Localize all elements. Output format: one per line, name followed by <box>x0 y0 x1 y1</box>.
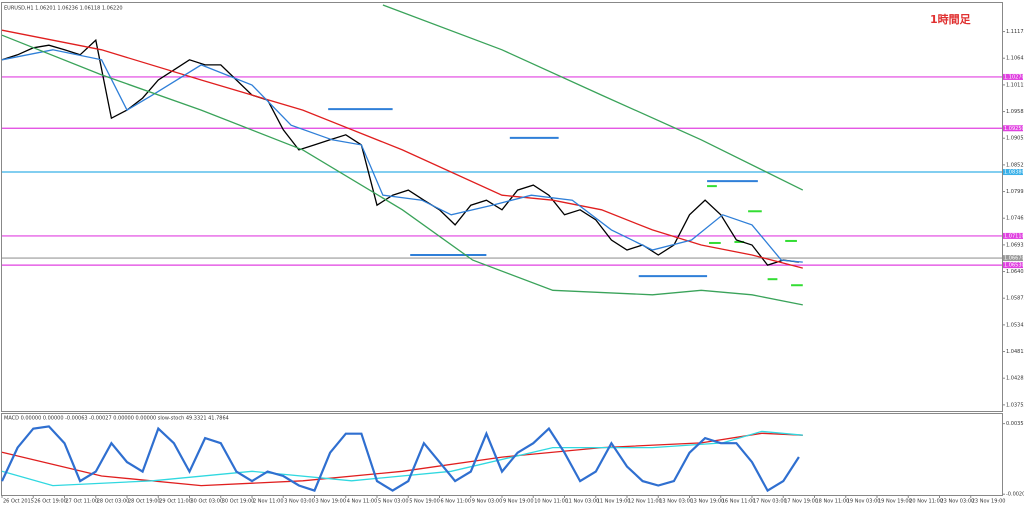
y-tick-label: 1.09052 <box>1006 136 1024 142</box>
series-line <box>1 49 803 263</box>
x-tick-label: 16 Nov 11:00 <box>722 499 756 505</box>
x-tick-label: 23 Nov 19:00 <box>972 499 1006 505</box>
chart-title: EURUSD,H1 1.06201 1.06236 1.06118 1.0622… <box>4 6 123 12</box>
level-label: 1.08380 <box>1004 170 1024 176</box>
x-tick-label: 3 Nov 03:00 <box>284 499 315 505</box>
x-tick-label: 4 Nov 11:00 <box>347 499 378 505</box>
x-tick-label: 13 Nov 03:00 <box>659 499 693 505</box>
y-tick-label: -0.002038 <box>1006 492 1024 498</box>
x-tick-label: 29 Oct 11:00 <box>159 499 192 505</box>
x-tick-label: 5 Nov 19:00 <box>409 499 440 505</box>
y-tick-label: 1.10642 <box>1006 56 1024 62</box>
x-tick-label: 30 Oct 03:00 <box>191 499 224 505</box>
y-tick-label: 1.08522 <box>1006 162 1024 168</box>
x-tick-label: 19 Nov 03:00 <box>847 499 881 505</box>
y-tick-label: 1.06932 <box>1006 242 1024 248</box>
level-tag <box>1003 255 1023 262</box>
x-tick-label: 11 Nov 03:00 <box>566 499 600 505</box>
x-tick-label: 3 Nov 19:00 <box>316 499 347 505</box>
y-tick-label: 1.06402 <box>1006 269 1024 275</box>
series-line <box>1 38 799 266</box>
x-tick-label: 26 Oct 19:00 <box>34 499 67 505</box>
y-tick-label: 1.05872 <box>1006 296 1024 302</box>
x-tick-label: 18 Nov 11:00 <box>816 499 850 505</box>
x-tick-label: 13 Nov 19:00 <box>691 499 725 505</box>
level-label: 1.10270 <box>1004 74 1024 80</box>
x-tick-label: 26 Oct 2015 <box>3 499 34 505</box>
x-tick-label: 5 Nov 03:00 <box>378 499 409 505</box>
y-tick-label: 1.03752 <box>1006 402 1024 408</box>
level-tag <box>1003 262 1023 269</box>
y-tick-label: 0.003570 <box>1006 421 1024 427</box>
x-tick-label: 30 Oct 19:00 <box>222 499 255 505</box>
y-tick-label: 1.04812 <box>1006 349 1024 355</box>
x-tick-label: 19 Nov 19:00 <box>878 499 912 505</box>
x-tick-label: 17 Nov 03:00 <box>753 499 787 505</box>
level-tag <box>1003 232 1023 239</box>
x-tick-label: 2 Nov 11:00 <box>253 499 284 505</box>
x-tick-label: 20 Nov 11:00 <box>909 499 943 505</box>
x-tick-label: 9 Nov 03:00 <box>472 499 503 505</box>
series-line <box>1 430 803 487</box>
y-tick-label: 1.05342 <box>1006 322 1024 328</box>
x-tick-label: 27 Oct 11:00 <box>66 499 99 505</box>
x-tick-label: 10 Nov 11:00 <box>534 499 568 505</box>
level-tag <box>1003 125 1023 132</box>
y-tick-label: 1.10112 <box>1006 82 1024 88</box>
price-panel <box>1 2 1003 412</box>
oscillator-line <box>1 425 800 493</box>
y-tick-label: 1.11172 <box>1006 29 1024 35</box>
x-tick-label: 9 Nov 19:00 <box>503 499 534 505</box>
level-label: 1.06530 <box>1004 263 1024 269</box>
indicator-title: MACD 0.00000 0.00000 -0.00063 -0.00027 0… <box>4 416 229 422</box>
x-tick-label: 23 Nov 03:00 <box>941 499 975 505</box>
x-tick-label: 28 Oct 19:00 <box>128 499 161 505</box>
level-label: 1.06670 <box>1004 256 1024 262</box>
level-label: 1.09250 <box>1004 126 1024 132</box>
y-tick-label: 1.09582 <box>1006 109 1024 115</box>
level-tag <box>1003 73 1023 80</box>
x-tick-label: 28 Oct 03:00 <box>97 499 130 505</box>
level-tag <box>1003 169 1023 176</box>
series-line <box>1 34 803 306</box>
timeframe-label: 1時間足 <box>930 12 972 26</box>
y-tick-label: 1.04282 <box>1006 376 1024 382</box>
y-tick-label: 1.07992 <box>1006 189 1024 195</box>
level-label: 1.07110 <box>1004 233 1024 239</box>
x-tick-label: 12 Nov 11:00 <box>628 499 662 505</box>
x-tick-label: 17 Nov 19:00 <box>784 499 818 505</box>
x-tick-label: 6 Nov 11:00 <box>441 499 472 505</box>
x-tick-label: 11 Nov 19:00 <box>597 499 631 505</box>
series-line <box>382 4 804 191</box>
y-tick-label: 1.07462 <box>1006 216 1024 222</box>
